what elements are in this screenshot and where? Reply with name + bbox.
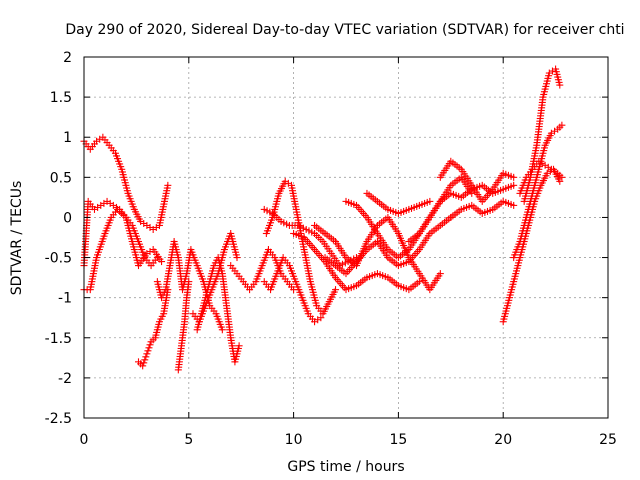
data-point — [140, 359, 148, 367]
data-point — [556, 81, 564, 89]
series-trace-v — [510, 121, 566, 262]
data-point — [510, 181, 518, 189]
data-markers — [80, 65, 566, 374]
y-tick-label: 0 — [63, 210, 72, 226]
series-trace-a — [80, 133, 172, 233]
series-trace-w — [520, 65, 564, 205]
y-tick-label: -0.5 — [45, 251, 72, 267]
x-tick-label: 20 — [494, 432, 512, 448]
data-point — [558, 121, 566, 129]
data-point — [145, 344, 153, 352]
series-trace-p — [342, 173, 476, 262]
series-trace-f — [174, 278, 193, 374]
axis-ticks: 0 5 10 15 20 25 -2.5 -2 -1.5 -1 -0.5 0 0.5 1 1.5 2 — [45, 50, 617, 448]
series-trace-c — [80, 205, 166, 294]
x-tick-label: 10 — [285, 432, 303, 448]
series-trace-q — [363, 189, 434, 217]
y-tick-label: -2.5 — [45, 411, 72, 427]
data-point — [415, 278, 423, 286]
x-tick-label: 0 — [80, 432, 89, 448]
y-tick-label: -1 — [58, 291, 72, 307]
data-point — [158, 258, 166, 266]
plot-frame — [83, 56, 609, 419]
data-point — [317, 314, 325, 322]
chart-title: Day 290 of 2020, Sidereal Day-to-day VTE… — [65, 22, 624, 38]
data-point — [558, 173, 566, 181]
series-trace-m — [290, 229, 423, 294]
y-tick-label: 1.5 — [50, 90, 72, 106]
series-trace-b — [80, 197, 161, 270]
y-tick-label: 0.5 — [50, 170, 72, 186]
series-trace-k — [260, 254, 325, 326]
data-point — [146, 341, 154, 349]
data-point — [510, 173, 518, 181]
series-trace-t — [447, 197, 518, 221]
x-tick-label: 25 — [599, 432, 617, 448]
series-trace-h — [189, 229, 241, 326]
series-trace-r — [405, 181, 518, 246]
series-trace-l — [260, 205, 360, 270]
data-point — [332, 286, 340, 294]
y-tick-label: -1.5 — [45, 331, 72, 347]
series-trace-o — [321, 213, 455, 278]
data-point — [510, 201, 518, 209]
data-point — [185, 278, 193, 286]
data-point — [143, 350, 151, 358]
y-tick-label: 1 — [63, 130, 72, 146]
series-trace-e — [153, 238, 226, 334]
data-point — [436, 270, 444, 278]
data-point — [144, 347, 152, 355]
series-trace-u — [499, 165, 564, 326]
series-trace-d — [134, 286, 172, 370]
series-trace-i — [227, 246, 298, 294]
grid-lines — [84, 57, 608, 418]
x-tick-label: 15 — [389, 432, 407, 448]
y-tick-label: -2 — [58, 371, 72, 387]
series-trace-s — [436, 157, 518, 205]
x-tick-label: 5 — [184, 432, 193, 448]
y-tick-label: 2 — [63, 50, 72, 66]
data-point — [142, 353, 150, 361]
data-point — [164, 181, 172, 189]
data-point — [218, 326, 226, 334]
data-point — [235, 342, 243, 350]
data-point — [141, 356, 149, 364]
x-axis-label: GPS time / hours — [287, 459, 404, 475]
data-point — [139, 362, 147, 370]
series-trace-n — [311, 213, 444, 294]
data-point — [233, 254, 241, 262]
series-trace-x — [516, 157, 566, 197]
data-point — [556, 177, 564, 185]
series-trace-j — [262, 177, 340, 318]
y-axis-label: SDTVAR / TECUs — [9, 181, 25, 296]
data-point — [426, 197, 434, 205]
